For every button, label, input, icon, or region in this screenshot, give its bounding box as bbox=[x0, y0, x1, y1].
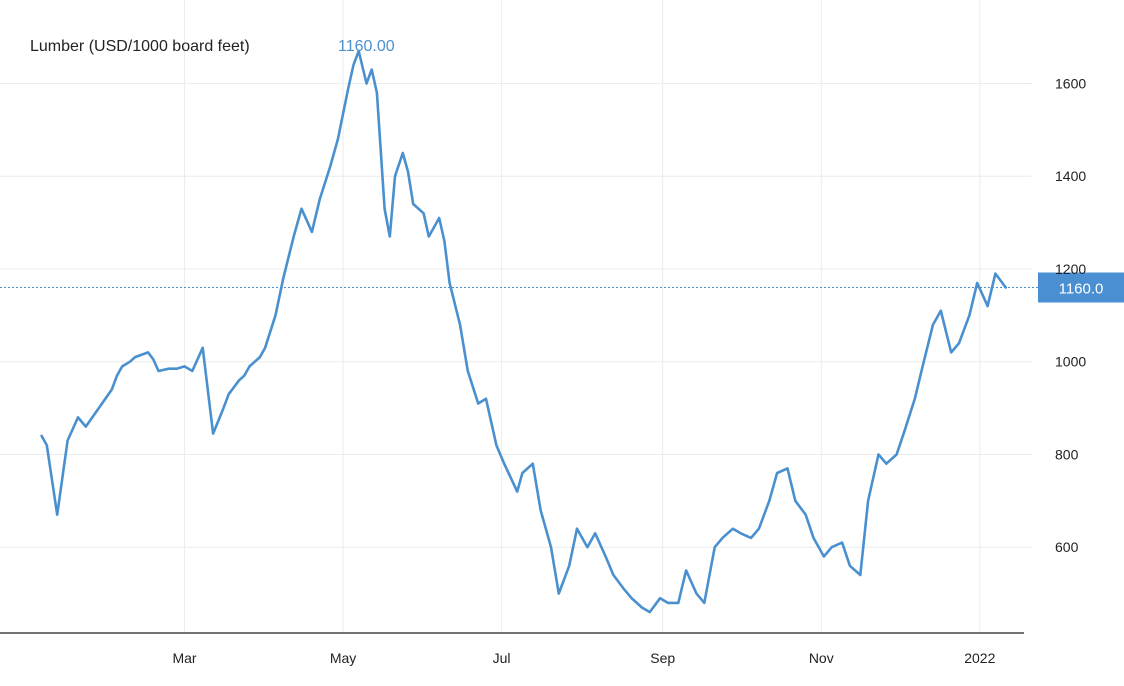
last-value-tag bbox=[1038, 272, 1124, 303]
x-tick-label: Nov bbox=[809, 650, 834, 666]
x-tick-label: May bbox=[330, 650, 356, 666]
x-tick-label: Jul bbox=[493, 650, 511, 666]
legend: Lumber (USD/1000 board feet) 1160.00 bbox=[30, 38, 395, 55]
x-tick-label: Sep bbox=[650, 650, 675, 666]
y-tick-label: 1000 bbox=[1055, 354, 1086, 370]
x-tick-label: Mar bbox=[172, 650, 196, 666]
gridlines bbox=[0, 0, 1032, 633]
x-tick-label: 2022 bbox=[964, 650, 995, 666]
last-value-layer: 1160.0 bbox=[0, 272, 1124, 303]
y-tick-label: 1200 bbox=[1055, 261, 1086, 277]
y-tick-label: 800 bbox=[1055, 446, 1079, 462]
series-layer bbox=[40, 49, 1008, 614]
legend-last-value: 1160.00 bbox=[338, 38, 395, 55]
y-tick-label: 600 bbox=[1055, 539, 1079, 555]
tick-labels: 600 800 1000 1200 1400 1600 Mar May Jul Sep Nov 202… bbox=[172, 75, 1086, 666]
last-value-tag-text: 1160.0 bbox=[1059, 281, 1104, 298]
legend-series-name: Lumber (USD/1000 board feet) bbox=[30, 38, 250, 55]
y-tick-label: 1600 bbox=[1055, 75, 1086, 91]
y-tick-label: 1400 bbox=[1055, 168, 1086, 184]
series-line-lumber bbox=[40, 49, 1008, 614]
